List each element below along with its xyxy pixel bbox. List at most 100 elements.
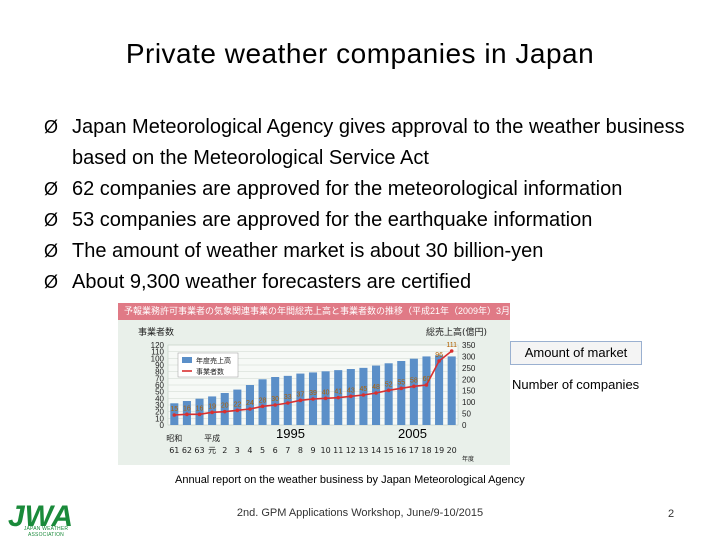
left-tick-label: 20	[155, 408, 164, 417]
year-1995-label: 1995	[276, 426, 305, 441]
companies-data-label: 24	[246, 400, 254, 407]
companies-point	[412, 384, 416, 389]
left-tick-label: 40	[155, 394, 164, 403]
companies-data-label: 30	[271, 396, 279, 403]
legend-bar-swatch	[182, 357, 192, 363]
sales-bar	[409, 358, 418, 425]
sales-bar	[195, 398, 204, 425]
companies-data-label: 22	[233, 401, 241, 408]
companies-point	[222, 409, 227, 414]
sales-bar	[245, 385, 254, 425]
bullet-item: Ø 53 companies are approved for the earth…	[44, 205, 714, 236]
bullet-list: Ø Japan Meteorological Agency gives appro…	[44, 112, 714, 298]
left-axis-label: 事業者数	[138, 326, 174, 338]
companies-data-label: 58	[410, 377, 418, 384]
x-tick-label: 19	[434, 446, 444, 455]
companies-point	[336, 395, 341, 400]
legend-label-companies: 事業者数	[196, 367, 224, 376]
right-tick-label: 200	[462, 375, 476, 384]
right-axis-label: 総売上高(億円)	[426, 326, 487, 338]
x-tick-label: 5	[260, 446, 265, 455]
bullet-item: Ø About 9,300 weather forecasters are cer…	[44, 267, 714, 298]
page-number: 2	[668, 508, 675, 520]
companies-data-label: 52	[385, 381, 393, 388]
x-tick-label: 61	[169, 446, 179, 455]
x-unit-label: 年度	[462, 455, 474, 463]
bullet-text: Japan Meteorological Agency gives approv…	[72, 116, 685, 169]
companies-data-label: 45	[360, 386, 368, 393]
jwa-logo-icon: JWA	[8, 500, 73, 533]
left-tick-label: 110	[151, 348, 164, 357]
bullet-item: Ø 62 companies are approved for the meteo…	[44, 174, 714, 205]
legend-label-sales: 年度売上高	[196, 356, 231, 365]
sales-bar	[422, 356, 431, 425]
x-tick-label: 3	[235, 446, 240, 455]
x-tick-label: 20	[447, 446, 457, 455]
arrow-bullet-icon: Ø	[44, 179, 59, 199]
right-tick-label: 50	[462, 410, 471, 419]
companies-point	[311, 397, 315, 401]
companies-point	[437, 359, 441, 363]
x-tick-label: 17	[409, 446, 419, 455]
sales-bar	[220, 393, 229, 425]
companies-point	[285, 401, 290, 405]
companies-point	[197, 412, 202, 417]
chart-title: 予報業務許可事業者の気象関連事業の年間総売上高と事業者数の推移（平成21年（20…	[118, 303, 510, 320]
companies-point	[185, 412, 189, 417]
companies-data-label: 28	[259, 397, 267, 404]
x-tick-label: 12	[346, 446, 356, 455]
companies-point	[361, 393, 366, 397]
x-tick-label: 18	[421, 446, 431, 455]
companies-data-label: 16	[196, 405, 204, 412]
x-tick-label: 62	[182, 446, 192, 455]
era-label-heisei: 平成	[204, 433, 220, 443]
amount-of-market-callout: Amount of market	[510, 341, 642, 365]
companies-point	[260, 404, 265, 409]
companies-point	[374, 391, 378, 395]
companies-point	[323, 396, 328, 401]
right-tick-label: 0	[462, 421, 467, 430]
arrow-bullet-icon: Ø	[44, 241, 59, 261]
companies-data-label: 43	[347, 387, 355, 394]
x-tick-label: 14	[371, 446, 381, 455]
companies-data-label: 20	[221, 403, 229, 410]
right-tick-label: 250	[462, 364, 476, 373]
sales-bar	[397, 361, 406, 425]
companies-point	[248, 407, 252, 411]
logo-text: JWA	[8, 500, 73, 533]
left-tick-label: 50	[155, 388, 164, 397]
bullet-text: 62 companies are approved for the meteor…	[72, 178, 623, 200]
left-tick-label: 30	[155, 401, 164, 410]
number-of-companies-callout: Number of companies	[512, 377, 640, 392]
left-tick-label: 10	[155, 414, 164, 423]
companies-point	[386, 388, 391, 393]
left-tick-label: 60	[155, 381, 164, 390]
companies-point	[349, 394, 353, 399]
x-tick-label: 63	[194, 446, 204, 455]
slide-title: Private weather companies in Japan	[125, 38, 595, 69]
x-tick-label: 13	[358, 446, 368, 455]
left-tick-label: 90	[155, 361, 164, 370]
chart-caption: Annual report on the weather business by…	[175, 474, 525, 486]
companies-data-label: 16	[183, 405, 191, 412]
left-tick-label: 0	[160, 421, 165, 430]
companies-data-label: 60	[423, 376, 431, 383]
logo-subtitle: JAPAN WEATHER ASSOCIATION	[23, 526, 69, 538]
bullet-text: The amount of weather market is about 30…	[72, 240, 544, 262]
companies-point	[424, 383, 429, 387]
arrow-bullet-icon: Ø	[44, 117, 59, 137]
companies-data-label: 19	[208, 403, 216, 410]
companies-data-label: 55	[397, 379, 405, 386]
right-tick-label: 150	[462, 387, 476, 396]
companies-point	[298, 398, 303, 403]
sales-bar	[271, 377, 280, 425]
sales-bar	[435, 355, 444, 425]
companies-data-label: 33	[284, 394, 292, 401]
companies-point	[172, 413, 177, 417]
right-tick-label: 350	[462, 341, 476, 350]
left-tick-label: 70	[155, 374, 164, 383]
companies-data-label: 15	[170, 406, 178, 413]
x-tick-label: 11	[333, 446, 343, 455]
x-tick-label: 6	[273, 446, 278, 455]
market-chart: 120 110 100 90 80 70 60 50 40 30 20 10 0 350 300 250 200…	[118, 303, 510, 465]
